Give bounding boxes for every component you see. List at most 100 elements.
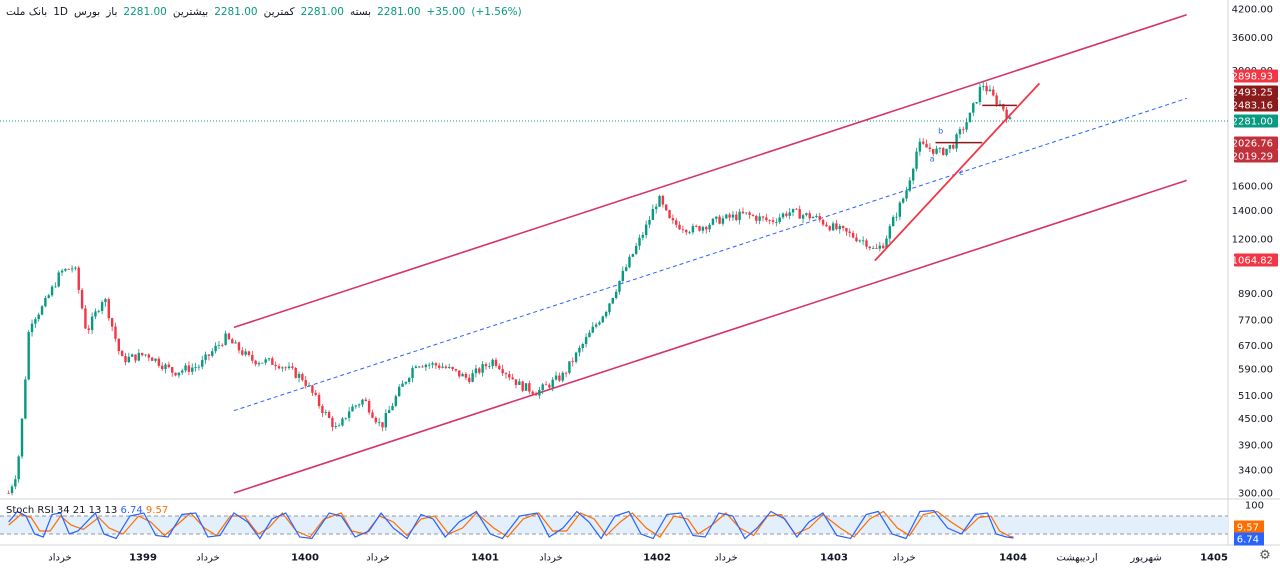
candle-body	[478, 368, 481, 373]
time-axis-label: 1405	[1200, 553, 1228, 564]
price-tick-label: 590.00	[1238, 364, 1273, 375]
stoch-rsi-legend[interactable]: Stoch RSI 34 21 13 13 6.74 9.57	[6, 505, 168, 516]
price-tag-bg	[1234, 136, 1278, 150]
candle-body	[1008, 117, 1012, 120]
legend-symbol[interactable]: بانک ملت	[6, 6, 48, 18]
candle-body	[147, 354, 151, 358]
candle-body	[20, 418, 24, 457]
candle-body	[60, 270, 64, 273]
candle-body	[705, 226, 708, 230]
time-axis-label: 1401	[471, 553, 499, 564]
gear-icon[interactable]: ⚙	[1259, 548, 1271, 563]
candle-body	[354, 405, 357, 407]
candle-body	[524, 383, 528, 391]
candle-body	[768, 220, 771, 221]
candle-body	[885, 238, 888, 249]
candle-body	[521, 381, 524, 391]
candle-body	[995, 95, 998, 105]
candle-body	[97, 311, 100, 312]
candle-body	[982, 86, 985, 88]
candle-body	[234, 342, 237, 344]
legend-exchange: بورس	[73, 6, 101, 18]
candle-body	[314, 392, 317, 395]
candle-body	[891, 217, 895, 227]
candle-body	[498, 365, 501, 370]
time-axis-label: 1403	[820, 553, 848, 564]
candle-body	[144, 354, 147, 356]
stoch-tag-bg	[1234, 520, 1264, 534]
candle-body	[204, 354, 207, 360]
candle-body	[411, 368, 414, 379]
price-tag-label: 2493.25	[1232, 88, 1273, 99]
candle-body	[935, 148, 938, 154]
legend-open-label: باز	[106, 6, 118, 18]
candle-body	[688, 232, 691, 234]
candle-body	[548, 384, 551, 388]
legend-interval[interactable]: 1D	[53, 6, 68, 18]
legend-low-label: کمترین	[263, 6, 295, 18]
candle-body	[431, 363, 434, 365]
candle-body	[831, 223, 835, 231]
candle-body	[351, 406, 354, 412]
candle-body	[708, 224, 711, 230]
candle-body	[150, 357, 154, 361]
candle-body	[157, 358, 161, 366]
candle-body	[171, 367, 174, 373]
candle-body	[758, 216, 761, 221]
candle-body	[94, 311, 97, 317]
wave-label-a: a	[930, 154, 935, 163]
time-axis-label: اردیبهشت	[1056, 553, 1097, 564]
candle-body	[998, 104, 1002, 105]
price-tick-label: 510.00	[1238, 391, 1273, 402]
candle-body	[848, 231, 851, 233]
legend-close-value: 2281.00	[377, 6, 421, 18]
candle-body	[100, 302, 104, 312]
candle-body	[274, 364, 277, 367]
candle-body	[304, 380, 307, 386]
candle-body	[257, 363, 261, 365]
candle-body	[681, 229, 685, 231]
candle-body	[568, 361, 571, 373]
legend-close-label: بسته	[349, 6, 372, 18]
candle-body	[381, 422, 384, 428]
candle-body	[201, 359, 204, 367]
candle-body	[511, 377, 514, 380]
candle-body	[421, 366, 424, 368]
candle-body	[367, 401, 371, 413]
stoch-tick-label: 6.74	[1237, 535, 1259, 546]
candle-body	[438, 365, 441, 368]
candle-body	[895, 216, 898, 218]
candle-body	[244, 351, 247, 355]
candle-body	[985, 86, 988, 92]
candle-body	[518, 381, 521, 385]
candle-body	[488, 366, 491, 367]
candle-body	[468, 377, 471, 382]
candle-body	[137, 352, 141, 361]
candle-body	[481, 364, 484, 373]
time-axis-label: خرداد	[196, 553, 219, 564]
candle-body	[428, 364, 431, 366]
candle-body	[698, 226, 701, 231]
candle-body	[544, 384, 548, 386]
candle-body	[591, 326, 594, 333]
candle-body	[968, 112, 972, 123]
candle-body	[711, 218, 715, 225]
candle-body	[528, 383, 531, 392]
candle-body	[464, 373, 468, 378]
candle-body	[581, 344, 584, 348]
price-tag-label: 2898.93	[1232, 72, 1273, 83]
candle-body	[825, 224, 828, 227]
candle-body	[795, 208, 798, 210]
candle-body	[491, 359, 494, 367]
candle-body	[37, 314, 40, 320]
candle-body	[361, 399, 364, 405]
candle-body	[851, 232, 855, 238]
candle-body	[678, 224, 681, 230]
candle-body	[558, 375, 561, 381]
candle-body	[618, 280, 621, 292]
candle-body	[588, 332, 591, 338]
candle-body	[871, 248, 875, 249]
candle-body	[901, 198, 905, 203]
